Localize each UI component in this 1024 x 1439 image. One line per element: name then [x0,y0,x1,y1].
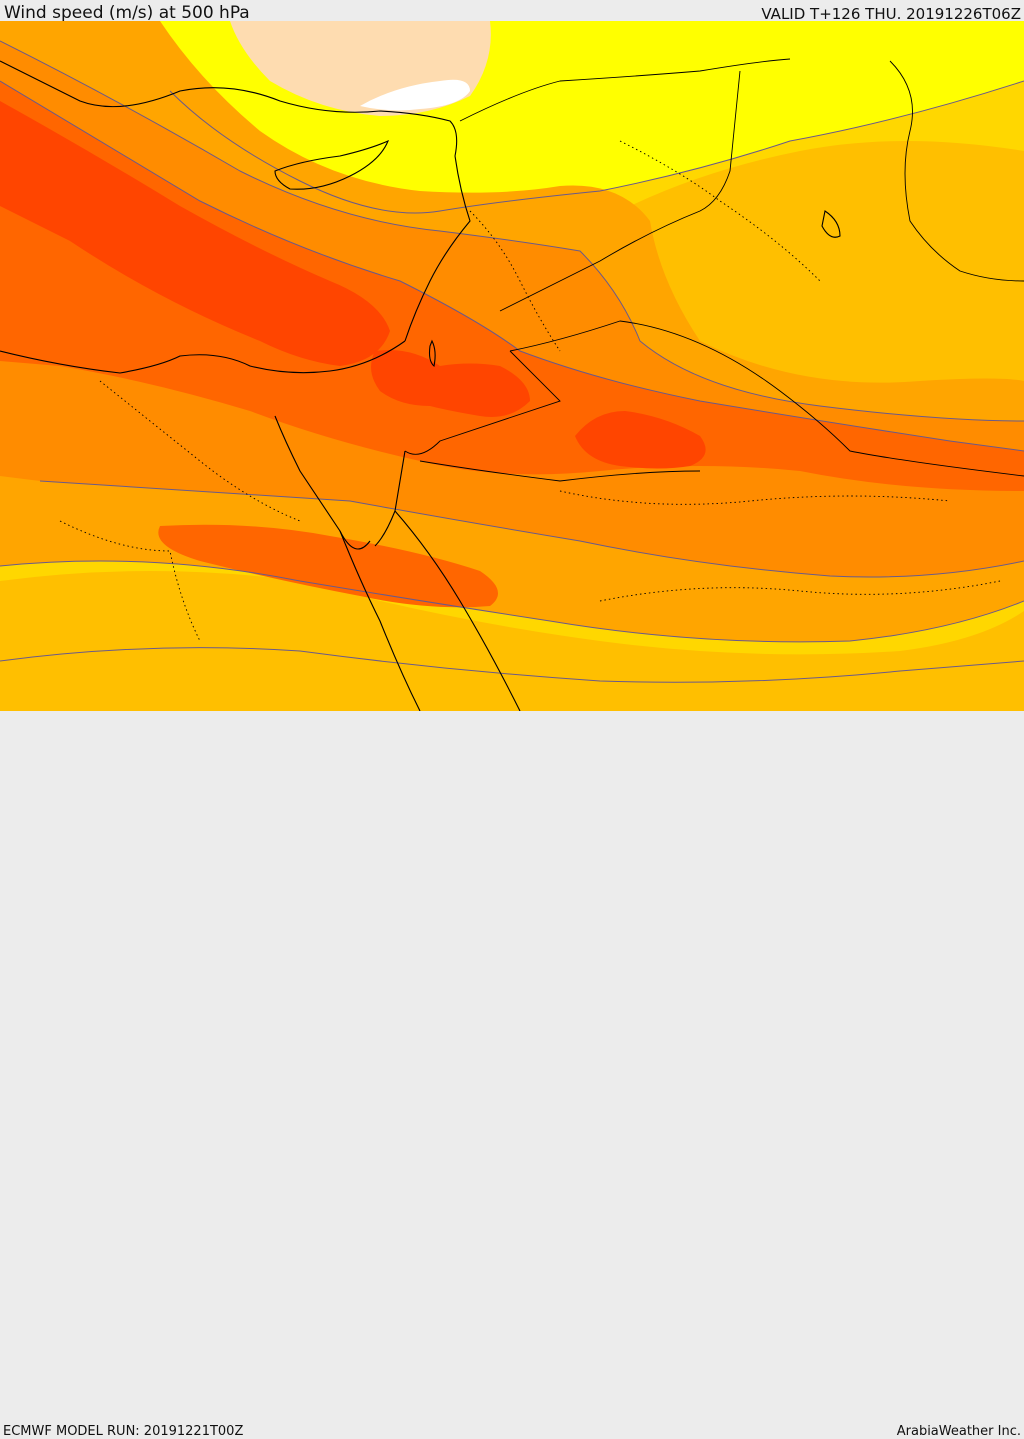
dotted-boundary [99,380,301,522]
border-line [419,460,701,482]
contour-line [0,80,1024,452]
wind-speed-bands [0,21,1024,711]
red-sea-west-coast [339,530,421,711]
model-run: ECMWF MODEL RUN: 20191221T00Z [3,1424,244,1439]
border-line [499,70,741,312]
footer-bar: ECMWF MODEL RUN: 20191221T00Z ArabiaWeat… [0,711,1024,1439]
header-bar: Wind speed (m/s) at 500 hPa VALID T+126 … [0,0,1024,23]
turkey-south-coast [0,60,458,157]
band-amber-south [0,571,1024,711]
band-deep-orange-south [158,524,498,608]
border-line [889,60,1024,282]
map-title: Wind speed (m/s) at 500 hPa [4,3,250,23]
border-line [404,350,561,455]
border-line [509,320,1024,477]
band-red-jet-core [0,101,390,366]
regional-boundaries [59,140,1001,642]
contour-line [0,40,1024,422]
dotted-boundary [469,210,561,352]
contour-line [0,647,1024,683]
egypt-north-coast [0,340,406,374]
cyprus-coast [274,139,390,190]
contour-lines [0,40,1024,683]
band-red-arabia [575,411,706,469]
dotted-boundary [619,140,821,282]
contour-line [39,480,1024,578]
dead-sea [428,339,436,368]
contour-line [169,80,1024,214]
dotted-boundary [559,490,951,505]
wind-speed-map [0,21,1024,711]
valid-time: VALID T+126 THU. 20191226T06Z [761,5,1021,23]
lake-tharthar [821,210,841,238]
levant-coast [404,155,471,342]
band-deep-orange-west [0,81,1024,491]
dotted-boundary [59,520,201,642]
coastlines [0,60,841,711]
band-red-levant [371,350,530,417]
dotted-boundary [599,580,1001,602]
band-white [360,79,470,111]
political-borders [404,58,1024,482]
gulf-of-suez [274,415,371,550]
contour-line [0,560,1024,643]
border-line [459,58,791,122]
credit-label: ArabiaWeather Inc. [896,1424,1021,1439]
red-sea-east-coast [394,510,521,711]
